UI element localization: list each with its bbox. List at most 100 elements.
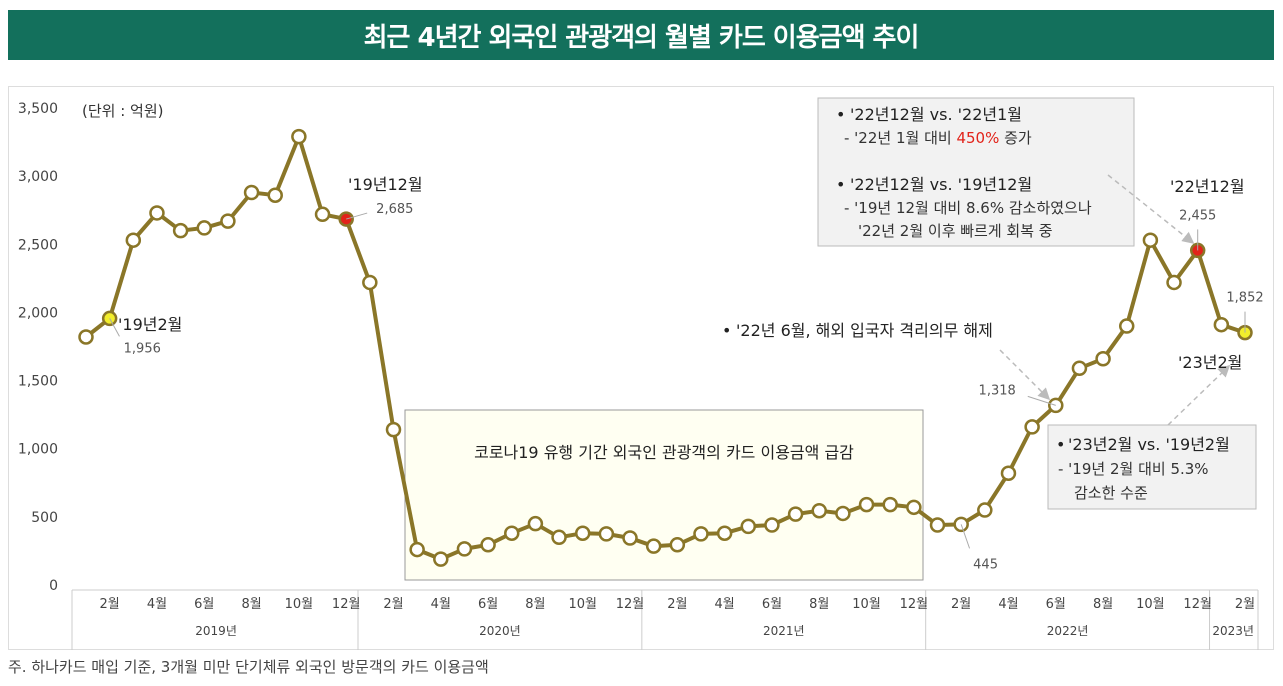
data-point xyxy=(267,187,283,203)
x-tick-label: 10월 xyxy=(852,597,881,612)
data-point xyxy=(1024,419,1040,435)
data-point xyxy=(172,222,189,239)
y-tick-label: 2,500 xyxy=(18,237,58,253)
bullet: • xyxy=(836,105,845,124)
data-point xyxy=(504,525,520,541)
label-leader xyxy=(346,212,368,220)
arrow-2023feb xyxy=(1167,364,1231,426)
data-point xyxy=(291,128,307,145)
x-tick-label: 10월 xyxy=(1136,597,1165,612)
data-point xyxy=(149,205,165,221)
x-tick-label: 2월 xyxy=(383,597,403,612)
bullet: • xyxy=(836,175,845,194)
callout-line-5: 감소한 수준 xyxy=(1074,484,1148,502)
year-label: 2020년 xyxy=(479,624,521,638)
data-point xyxy=(1166,274,1182,291)
callout-line-3: '22년 2월 이후 빠르게 회복 중 xyxy=(858,222,1053,240)
data-point xyxy=(1213,316,1230,333)
unit-label: (단위 : 억원) xyxy=(82,102,164,120)
data-point xyxy=(1000,465,1017,481)
data-point xyxy=(787,506,804,522)
x-tick-label: 4월 xyxy=(998,597,1018,612)
year-label: 2021년 xyxy=(763,624,805,638)
data-point xyxy=(456,541,473,557)
bullet: • xyxy=(1056,435,1065,454)
x-tick-label: 4월 xyxy=(147,597,167,612)
label-leader xyxy=(109,318,120,337)
point-value-label: 2,685 xyxy=(376,202,413,217)
label-leader xyxy=(960,524,971,549)
annotation-quarantine: '22년 6월, 해외 입국자 격리의무 해제 xyxy=(736,321,993,340)
data-point xyxy=(1142,232,1159,248)
data-point xyxy=(362,274,378,291)
annotation-23feb: '23년2월 xyxy=(1178,353,1242,372)
y-tick-label: 3,500 xyxy=(18,101,58,117)
y-tick-label: 2,000 xyxy=(18,305,58,321)
data-point xyxy=(574,525,591,541)
data-point xyxy=(882,496,898,513)
y-tick-label: 3,000 xyxy=(18,169,58,185)
y-tick-label: 0 xyxy=(49,578,58,594)
x-tick-label: 4월 xyxy=(715,597,735,612)
x-tick-label: 2월 xyxy=(1235,597,1255,612)
point-value-label: 2,455 xyxy=(1179,208,1216,223)
data-point xyxy=(314,206,331,223)
data-point xyxy=(622,530,638,546)
data-point xyxy=(125,232,142,248)
data-point xyxy=(1071,360,1088,377)
covid-annotation: 코로나19 유행 기간 외국인 관광객의 카드 이용금액 급감 xyxy=(474,443,854,462)
callout-heading-1: '22년12월 vs. '22년1월 xyxy=(850,105,1022,124)
x-tick-label: 6월 xyxy=(478,597,498,612)
arrow-quarantine xyxy=(999,349,1051,401)
data-point xyxy=(906,499,922,516)
point-value-label: 1,318 xyxy=(979,383,1016,398)
data-point xyxy=(433,551,449,567)
callout-box-2022 xyxy=(817,97,1135,247)
data-point xyxy=(740,518,757,535)
x-tick-label: 8월 xyxy=(1093,597,1113,612)
point-value-label: 1,956 xyxy=(124,341,161,356)
data-point xyxy=(1095,351,1111,367)
callout-line-1: - '22년 1월 대비 450% 증가 xyxy=(844,129,1032,147)
year-label: 2019년 xyxy=(195,624,237,638)
data-point xyxy=(385,421,402,438)
x-tick-label: 6월 xyxy=(762,597,782,612)
x-tick-label: 6월 xyxy=(1046,597,1066,612)
annotation-19feb: '19년2월 xyxy=(118,315,182,334)
callout-line-4: - '19년 2월 대비 5.3% xyxy=(1058,460,1209,478)
y-tick-label: 1,500 xyxy=(18,374,58,390)
data-point xyxy=(858,496,875,513)
covid-box xyxy=(404,409,924,581)
callout-heading-3: '23년2월 vs. '19년2월 xyxy=(1068,435,1230,454)
data-point xyxy=(645,538,662,554)
data-point xyxy=(835,505,851,522)
x-tick-label: 12월 xyxy=(1183,597,1212,612)
data-point xyxy=(811,502,827,519)
point-value-label: 445 xyxy=(973,557,998,572)
x-tick-label: 10월 xyxy=(285,597,314,612)
callout-box-2023 xyxy=(1047,424,1257,510)
bullet: • xyxy=(722,321,731,340)
title-bar: 최근 4년간 외국인 관광객의 월별 카드 이용금액 추이 xyxy=(8,10,1274,60)
point-value-label: 1,852 xyxy=(1226,291,1263,306)
x-tick-label: 8월 xyxy=(809,597,829,612)
annotation-19dec: '19년12월 xyxy=(348,175,423,194)
year-label: 2022년 xyxy=(1047,624,1089,638)
data-point xyxy=(1118,318,1135,334)
data-point xyxy=(220,213,236,229)
x-tick-label: 4월 xyxy=(431,597,451,612)
chart-frame xyxy=(8,86,1274,650)
x-tick-label: 8월 xyxy=(241,597,261,612)
data-point xyxy=(196,220,213,236)
x-tick-label: 12월 xyxy=(900,597,929,612)
y-tick-label: 500 xyxy=(31,510,58,526)
x-tick-label: 6월 xyxy=(194,597,214,612)
data-point xyxy=(598,526,615,542)
x-tick-label: 8월 xyxy=(525,597,545,612)
data-point xyxy=(409,541,425,558)
callout-heading-2: '22년12월 vs. '19년12월 xyxy=(850,175,1032,194)
data-point xyxy=(78,329,94,345)
data-point xyxy=(764,517,780,533)
callout-line-2: - '19년 12월 대비 8.6% 감소하였으나 xyxy=(844,199,1092,217)
